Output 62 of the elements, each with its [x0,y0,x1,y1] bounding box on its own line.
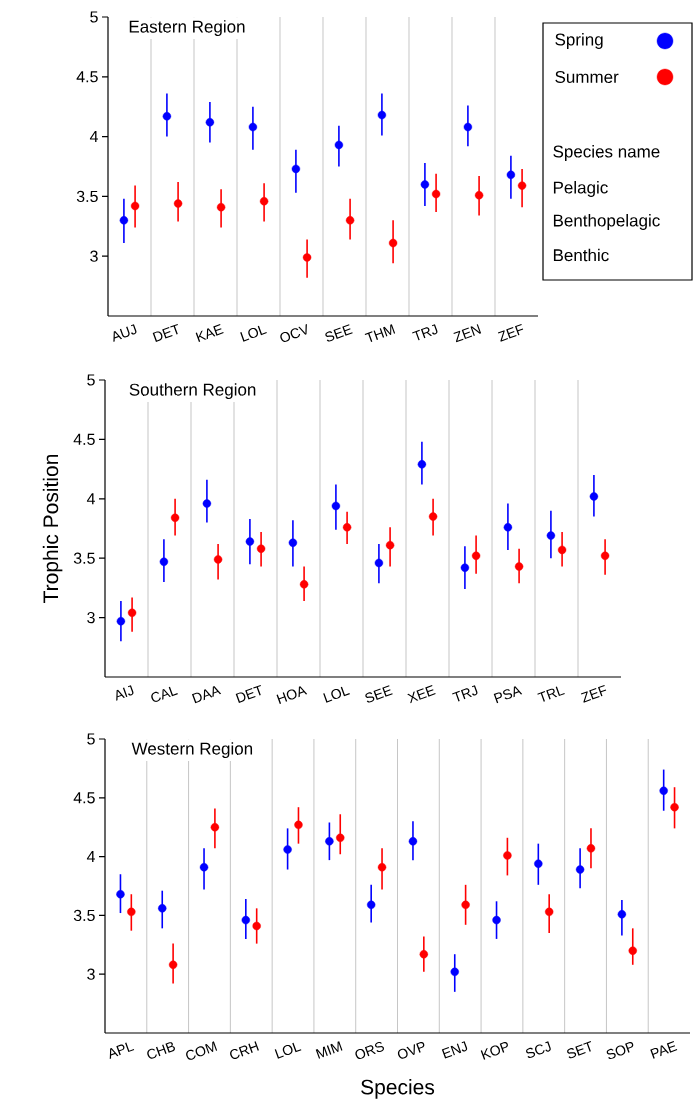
x-tick-label: APL [109,1042,135,1059]
x-tick-label: OVP [397,1042,425,1059]
x-tick-label: MIM [315,1041,343,1059]
x-tick-label: ENJ [441,1041,468,1059]
y-tick-label: 4.5 [76,71,98,83]
y-axis-title: Trophic Position [42,455,63,603]
x-tick-label: CRH [230,1041,259,1059]
x-tick-label: KOP [480,1042,508,1060]
x-tick-label: TRJ [452,685,478,702]
x-tick-label: SEE [325,324,353,342]
y-tick-label: 5 [90,11,98,23]
x-axis-title: Species [361,1079,435,1099]
y-tick-label: 3.5 [76,190,98,203]
x-tick-label: SOP [606,1042,634,1060]
x-tick-label: SEE [365,685,393,703]
text: Spring [555,33,603,49]
x-tick-label: KAE [195,324,224,343]
text: Benthopelagic [553,214,660,230]
y-tick-label: 4.5 [73,792,95,804]
x-tick-label: AUJ [113,324,137,342]
y-tick-label: 4 [86,493,95,505]
x-tick-label: HOA [276,686,308,704]
x-tick-label: DET [152,323,178,343]
chart-title: Western Region [131,742,253,759]
y-tick-label: 3 [87,611,95,624]
x-tick-label: TRJ [412,324,438,341]
y-tick-label: 5 [87,733,95,745]
x-tick-label: PAE [650,1041,678,1059]
y-tick-label: 4.5 [73,433,95,445]
legend-label: Summer [555,70,619,84]
x-tick-label: PSA [493,686,523,704]
y-tick-label: 3.5 [73,909,95,922]
y-tick-label: 3 [87,968,95,980]
x-tick-label: ZEF [580,684,607,703]
x-tick-label: AIJ [116,685,134,701]
x-tick-label: CAL [151,686,178,702]
x-tick-label: COM [186,1041,218,1060]
x-tick-label: ZEN [453,324,482,343]
y-tick-label: 3 [90,250,98,262]
x-tick-label: DET [235,684,261,704]
x-tick-label: LOL [323,686,350,703]
x-tick-label: SET [567,1041,592,1059]
text: Benthic [553,248,609,262]
chart-title: Eastern Region [129,20,245,37]
x-tick-label: ZEF [497,323,524,342]
x-tick-label: SCJ [526,1041,551,1058]
x-tick-label: LOL [274,1042,302,1059]
x-tick-label: TRL [537,686,565,702]
x-tick-label: DAA [191,686,222,704]
chart-title: Southern Region [129,383,256,400]
x-tick-label: CHB [147,1042,175,1059]
y-tick-label: 4 [89,131,98,143]
x-tick-label: OCV [280,323,307,342]
x-tick-label: LOL [240,325,267,342]
legend-title: Species name [553,145,660,161]
x-tick-label: ORS [355,1041,385,1059]
x-tick-label: XEE [407,685,436,704]
y-tick-label: 4 [86,851,95,863]
y-tick-label: 3.5 [73,552,95,564]
y-tick-label: 5 [87,374,95,386]
text: Pelagic [553,181,608,197]
x-tick-label: THM [364,324,396,342]
